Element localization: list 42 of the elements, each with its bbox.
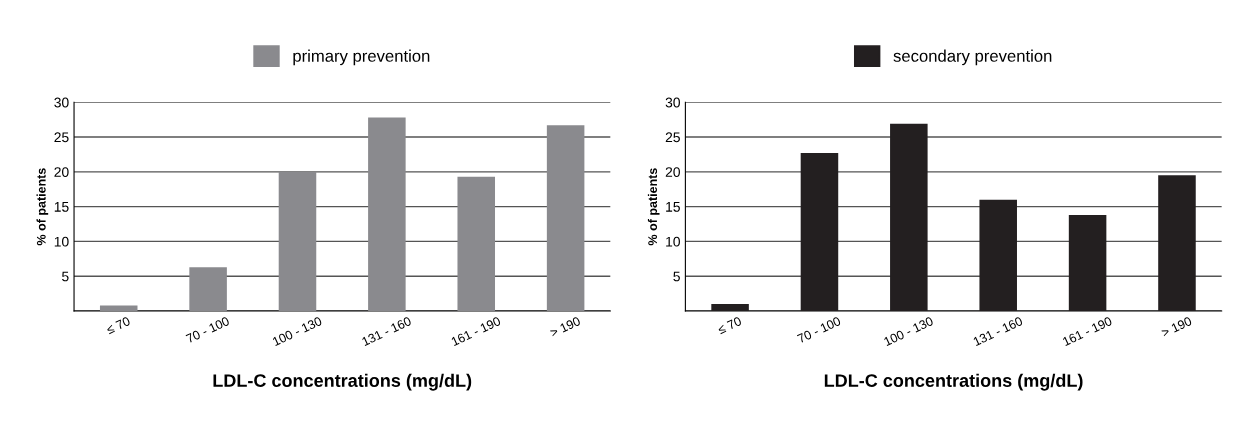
legend-label: secondary prevention	[893, 49, 1052, 66]
y-tick-label: 20	[54, 167, 69, 177]
bar	[457, 176, 496, 311]
bar	[546, 125, 585, 311]
y-tick-label: 10	[54, 236, 69, 247]
x-tick-label: 70 - 100	[185, 316, 230, 344]
y-tick-label: 15	[666, 202, 680, 212]
y-tick-label: 30	[54, 97, 69, 108]
legend-label: primary prevention	[293, 49, 430, 66]
bar	[711, 304, 749, 311]
x-axis-title: LDL-C concentrations (mg/dL)	[213, 373, 472, 391]
y-tick-label: 5	[62, 271, 69, 282]
x-tick-label: ≤ 70	[717, 316, 743, 335]
x-tick-label: 100 - 130	[883, 316, 934, 347]
bar	[800, 153, 839, 311]
y-tick-label: 20	[665, 167, 680, 177]
y-tick-label: 5	[673, 271, 680, 282]
x-tick-label: 161 - 190	[1062, 316, 1113, 347]
bar	[979, 199, 1017, 311]
bar	[368, 117, 406, 311]
bar	[189, 267, 227, 311]
bar	[1158, 175, 1196, 311]
x-axis-title: LDL-C concentrations (mg/dL)	[824, 373, 1083, 391]
x-tick-label: 131 - 160	[361, 316, 412, 347]
y-axis-title: % of patients	[647, 168, 660, 246]
x-tick-label: 161 - 190	[450, 316, 502, 347]
y-tick-label: 30	[665, 97, 680, 108]
x-tick-label: 100 - 130	[272, 316, 323, 347]
x-tick-label: > 190	[1160, 316, 1193, 338]
y-tick-label: 10	[666, 236, 680, 247]
bar	[278, 171, 317, 311]
x-tick-label: > 190	[549, 316, 581, 338]
y-tick-label: 25	[665, 132, 680, 143]
y-tick-label: 25	[54, 132, 69, 143]
x-tick-label: 70 - 100	[796, 316, 842, 344]
x-tick-label: ≤ 70	[105, 316, 131, 335]
y-tick-label: 15	[54, 202, 69, 212]
bar	[99, 305, 138, 311]
x-tick-label: 131 - 160	[972, 316, 1024, 347]
bar	[1068, 214, 1107, 311]
bar	[890, 123, 928, 311]
y-axis-title: % of patients	[36, 168, 49, 246]
